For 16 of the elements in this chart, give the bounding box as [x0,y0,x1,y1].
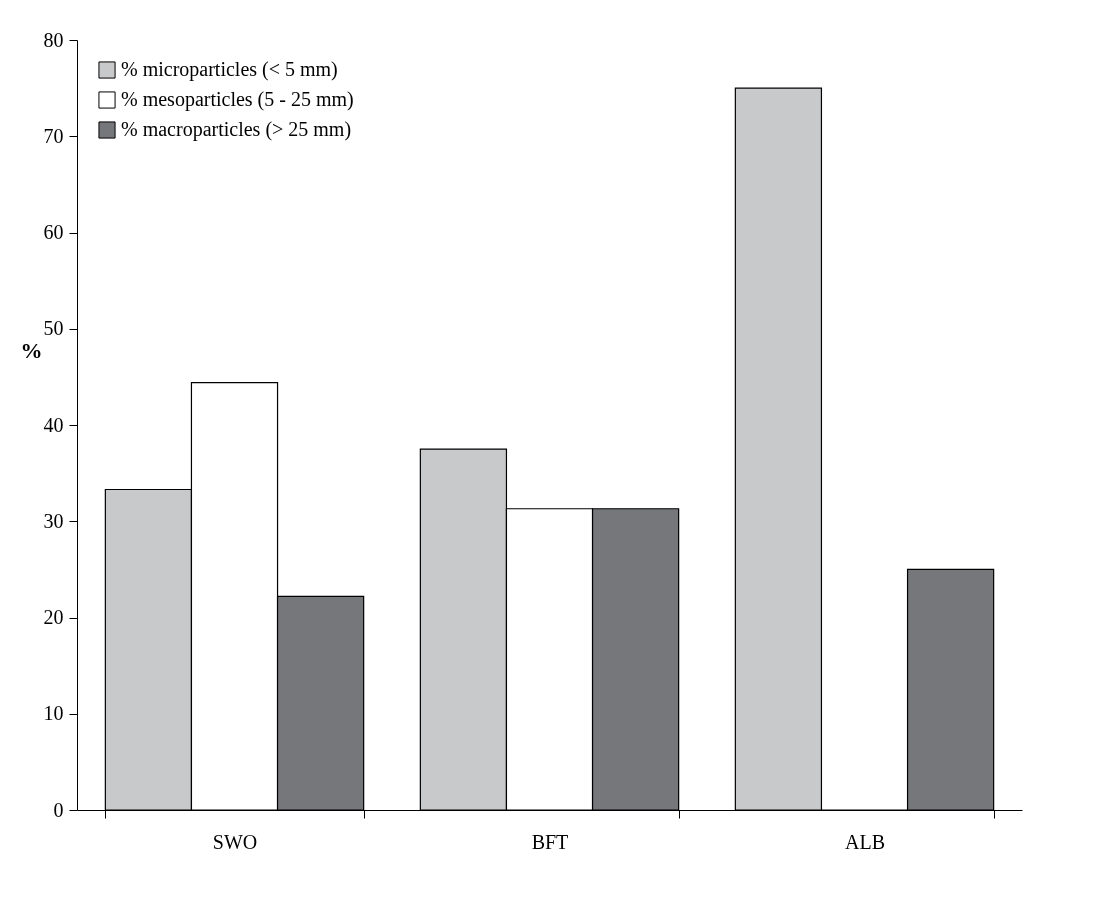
x-tick-label: SWO [212,830,258,853]
y-tick-label: 60 [43,221,64,243]
legend-label: % mesoparticles (5 - 25 mm) [121,88,354,111]
x-tick-label: BFT [531,830,569,853]
legend-label: % macroparticles (> 25 mm) [121,118,352,141]
y-tick-label: 30 [43,509,64,532]
y-tick-label: 20 [43,606,64,628]
legend-label: % microparticles (< 5 mm) [121,58,338,81]
y-tick-label: 50 [43,317,64,340]
y-tick-label: 70 [43,124,64,147]
y-tick-label: 80 [43,28,64,51]
y-tick-label: 0 [53,798,64,821]
y-axis-title: % [20,337,43,363]
x-tick-label: ALB [845,830,885,853]
y-tick-label: 10 [43,702,64,725]
y-tick-label: 40 [43,413,64,436]
